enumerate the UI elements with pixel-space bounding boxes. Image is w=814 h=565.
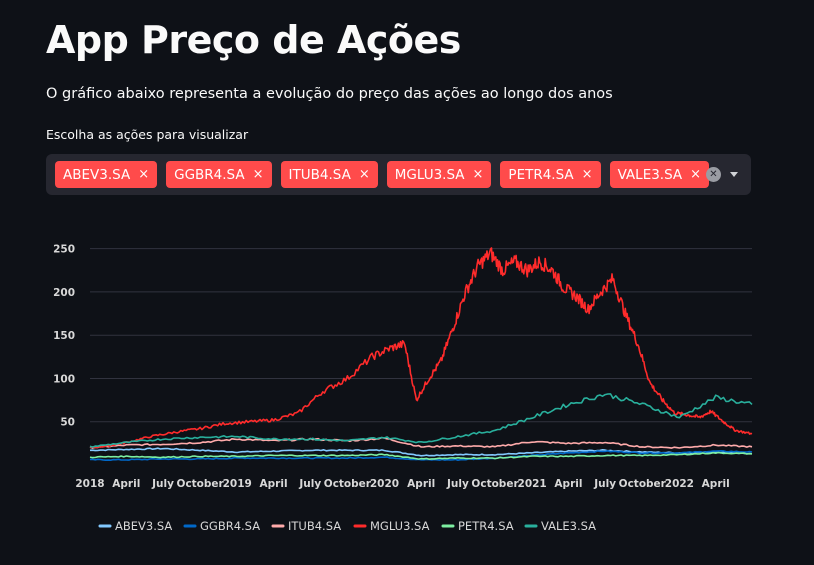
y-tick-label: 100 [53, 373, 75, 385]
x-tick-label: October [324, 478, 372, 490]
tag-vale3: VALE3.SA × [609, 161, 710, 188]
y-axis-ticks: 50 100 150 200 250 [53, 244, 75, 429]
x-tick-label: April [260, 478, 288, 490]
series-lines [89, 247, 753, 461]
legend-label: GGBR4.SA [200, 519, 260, 533]
tag-label: PETR4.SA [508, 166, 574, 183]
clear-icon[interactable]: ✕ [706, 167, 721, 182]
x-tick-label: 2022 [665, 478, 694, 490]
page-title: App Preço de Ações [46, 18, 461, 62]
tag-label: MGLU3.SA [394, 166, 465, 183]
chart-legend[interactable]: ABEV3.SA GGBR4.SA ITUB4.SA MGLU3.SA PETR4.SA… [98, 519, 596, 533]
x-tick-label: April [554, 478, 582, 490]
chevron-down-icon[interactable] [730, 172, 738, 177]
remove-tag-icon[interactable]: × [690, 167, 702, 182]
x-tick-label: 2018 [75, 478, 104, 490]
tag-label: ABEV3.SA [63, 166, 131, 183]
x-tick-label: 2019 [223, 478, 252, 490]
tag-itub4: ITUB4.SA × [280, 161, 378, 188]
tag-ggbr4: GGBR4.SA × [166, 161, 272, 188]
x-tick-label: April [112, 478, 140, 490]
series-line-mglu3-sa [89, 247, 753, 449]
tag-label: VALE3.SA [617, 166, 683, 183]
grid-lines [90, 248, 752, 423]
series-line-itub4-sa [89, 436, 753, 449]
legend-item[interactable]: MGLU3.SA [353, 519, 430, 533]
page-subtitle: O gráfico abaixo representa a evolução d… [46, 86, 613, 102]
x-tick-label: October [619, 478, 667, 490]
remove-tag-icon[interactable]: × [138, 167, 150, 182]
selected-tags: ABEV3.SA × GGBR4.SA × ITUB4.SA × MGLU3.S… [55, 161, 710, 188]
stock-multiselect[interactable]: ABEV3.SA × GGBR4.SA × ITUB4.SA × MGLU3.S… [46, 154, 751, 195]
legend-label: PETR4.SA [458, 519, 514, 533]
x-tick-label: July [151, 478, 174, 490]
x-tick-label: July [446, 478, 469, 490]
legend-label: ABEV3.SA [115, 519, 172, 533]
y-tick-label: 150 [53, 330, 75, 342]
remove-tag-icon[interactable]: × [472, 167, 484, 182]
x-tick-label: October [471, 478, 519, 490]
remove-tag-icon[interactable]: × [358, 167, 370, 182]
tag-label: GGBR4.SA [174, 166, 245, 183]
legend-item[interactable]: PETR4.SA [441, 519, 514, 533]
legend-item[interactable]: GGBR4.SA [183, 519, 260, 533]
legend-item[interactable]: ITUB4.SA [271, 519, 341, 533]
legend-label: VALE3.SA [541, 519, 596, 533]
stock-select-label: Escolha as ações para visualizar [46, 127, 249, 142]
legend-item[interactable]: VALE3.SA [524, 519, 596, 533]
x-tick-label: April [407, 478, 435, 490]
legend-item[interactable]: ABEV3.SA [98, 519, 172, 533]
x-tick-label: 2021 [518, 478, 547, 490]
x-tick-label: 2020 [370, 478, 399, 490]
x-tick-label: April [702, 478, 730, 490]
tag-abev3: ABEV3.SA × [55, 161, 158, 188]
series-line-vale3-sa [89, 393, 753, 448]
y-tick-label: 250 [53, 244, 75, 256]
series-line-abev3-sa [89, 447, 753, 457]
legend-label: ITUB4.SA [288, 519, 341, 533]
remove-tag-icon[interactable]: × [252, 167, 264, 182]
tag-label: ITUB4.SA [288, 166, 351, 183]
legend-label: MGLU3.SA [370, 519, 430, 533]
y-tick-label: 200 [53, 287, 75, 299]
y-tick-label: 50 [60, 417, 75, 429]
tag-petr4: PETR4.SA × [500, 161, 601, 188]
x-tick-label: July [593, 478, 616, 490]
remove-tag-icon[interactable]: × [581, 167, 593, 182]
x-tick-label: July [298, 478, 321, 490]
tag-mglu3: MGLU3.SA × [386, 161, 492, 188]
series-line-ggbr4-sa [89, 450, 753, 461]
x-tick-label: October [177, 478, 225, 490]
series-line-petr4-sa [89, 451, 753, 460]
